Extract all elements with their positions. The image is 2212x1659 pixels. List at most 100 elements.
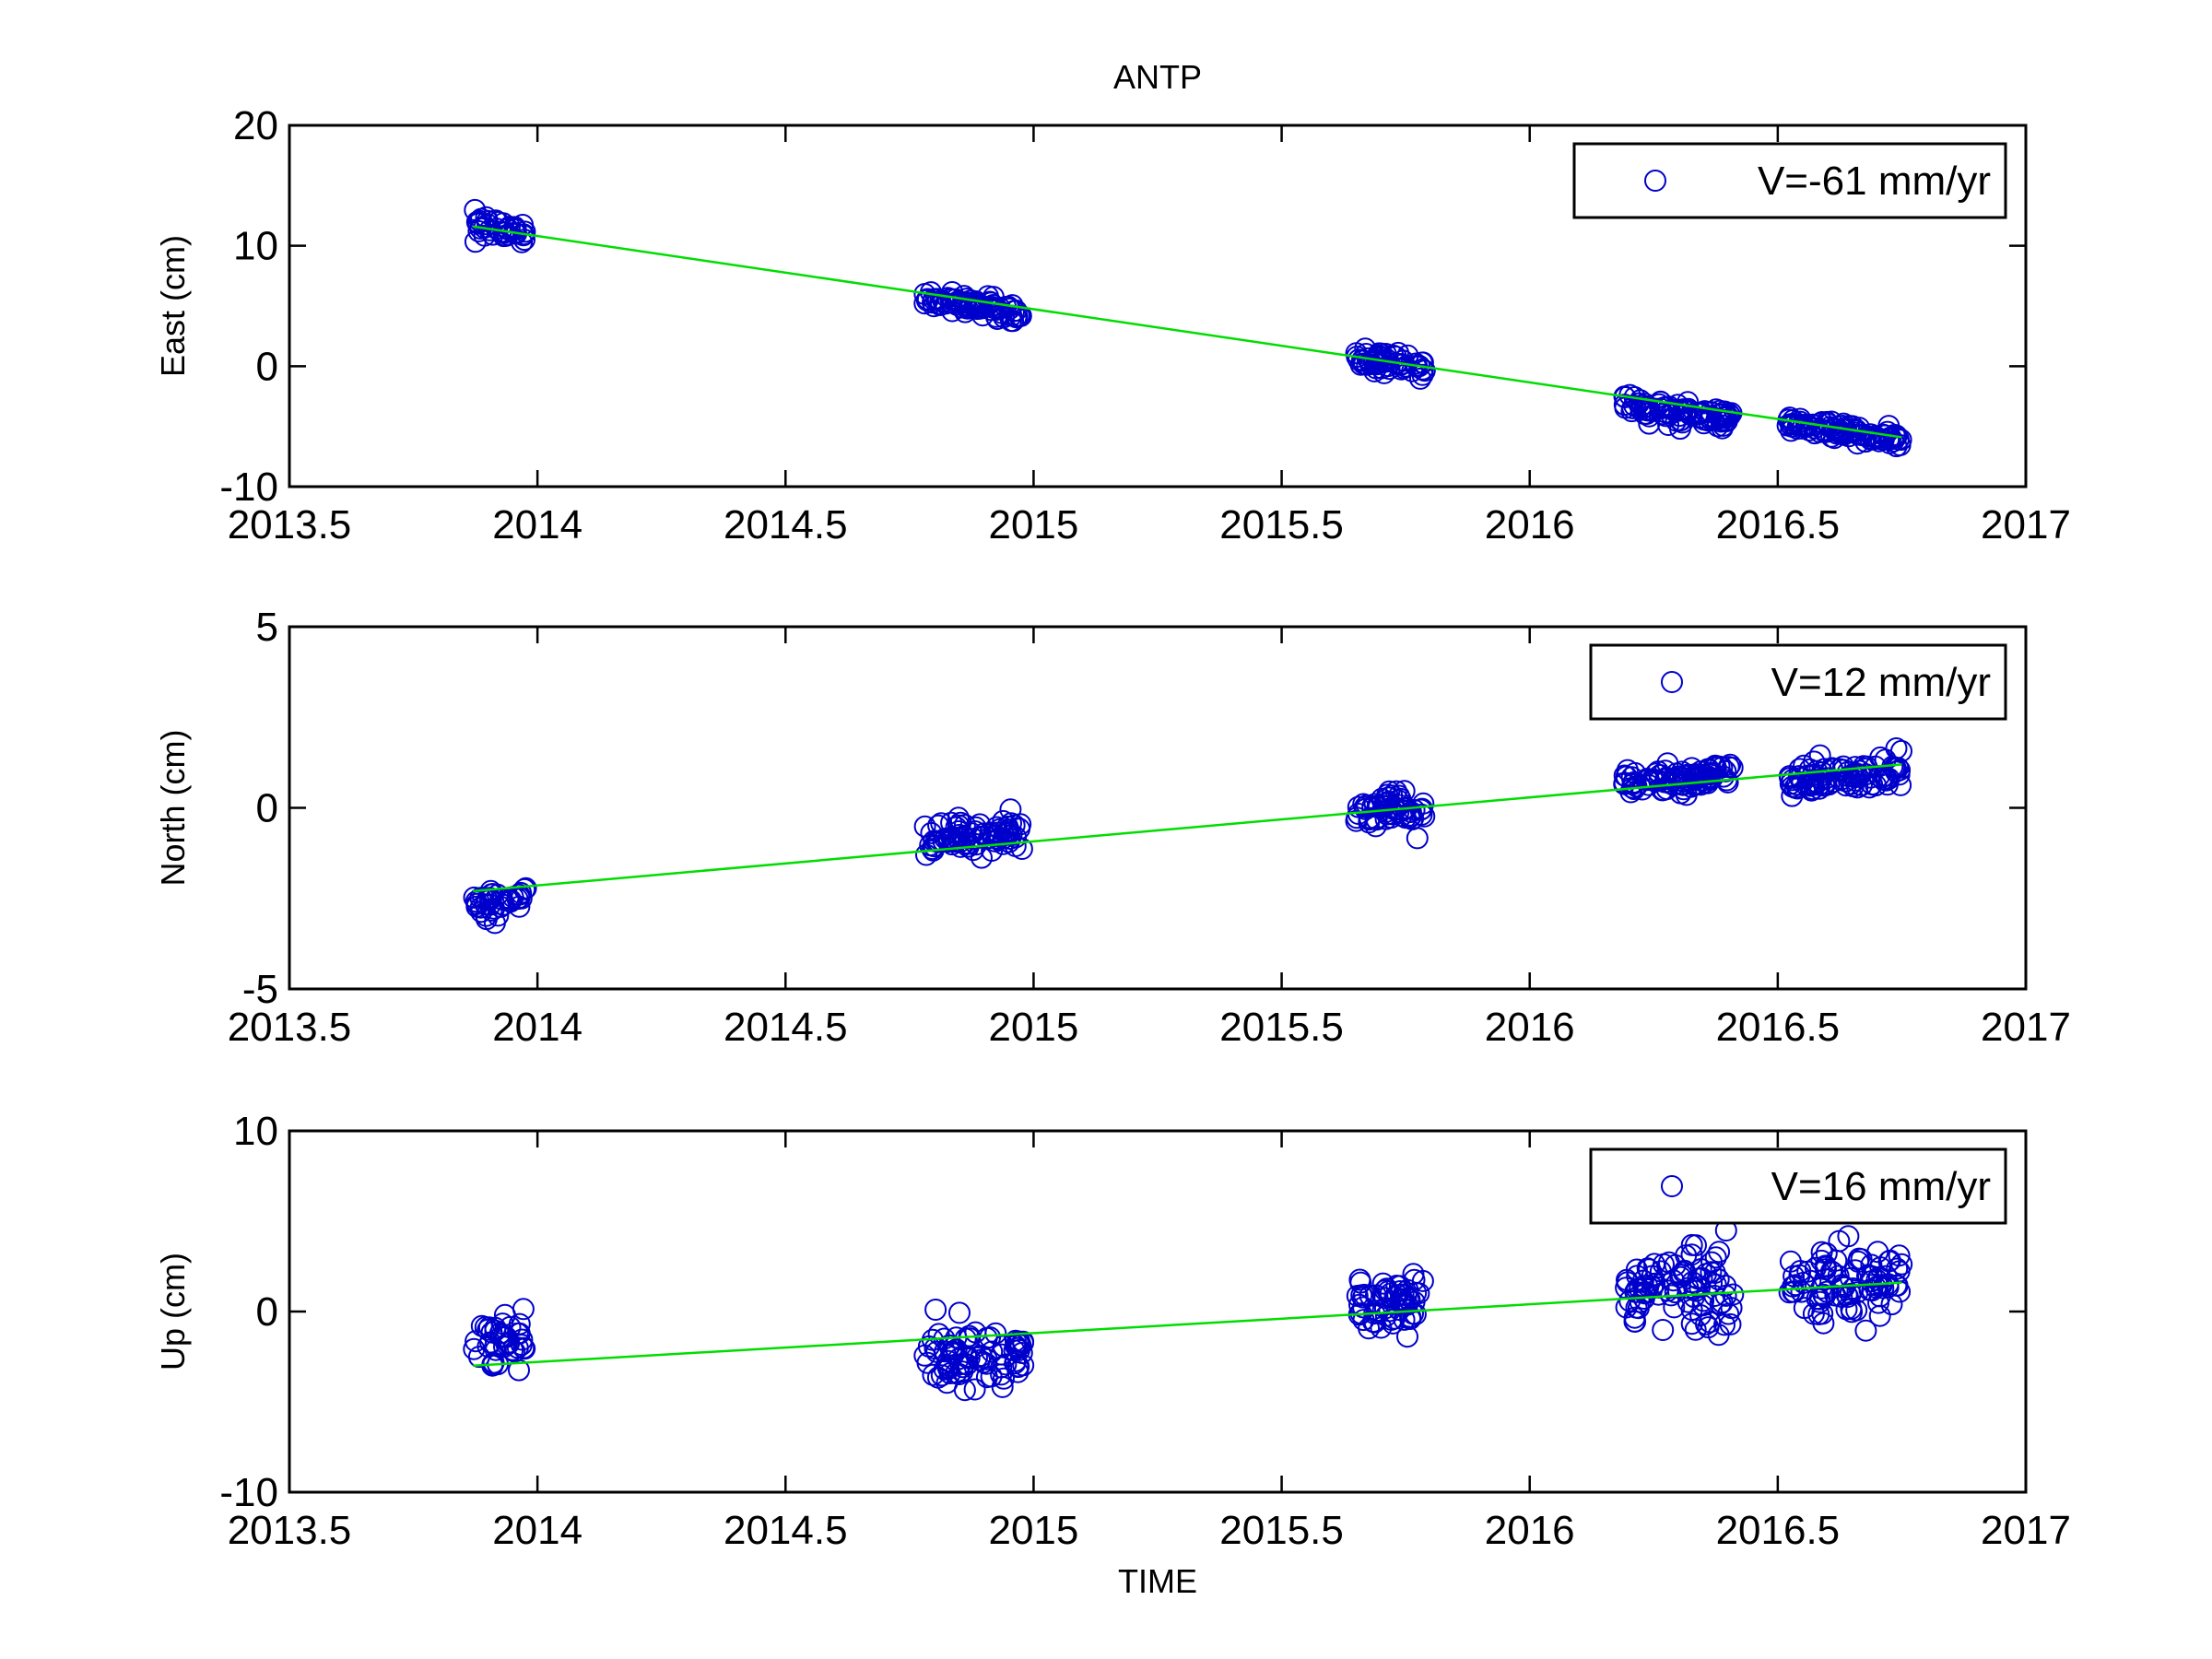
- data-point: [993, 1367, 1015, 1390]
- data-point: [498, 1331, 521, 1354]
- legend-label: V=16 mm/yr: [1771, 1164, 1991, 1209]
- data-point: [1009, 304, 1032, 327]
- data-point: [980, 1365, 1003, 1388]
- data-point: [1693, 400, 1716, 423]
- data-point: [1000, 824, 1023, 847]
- y-tick-label: -5: [242, 967, 278, 1012]
- data-point: [1004, 1329, 1027, 1352]
- data-point: [1889, 773, 1912, 796]
- data-point: [963, 820, 986, 842]
- data-point: [1382, 344, 1405, 367]
- data-point: [1408, 355, 1431, 378]
- data-point: [979, 1326, 1002, 1349]
- data-point: [934, 1340, 957, 1363]
- data-point: [948, 1301, 971, 1324]
- data-point: [1672, 1261, 1695, 1284]
- data-point: [971, 846, 993, 869]
- data-point: [1622, 771, 1645, 794]
- data-point: [988, 818, 1011, 841]
- data-point: [1793, 1297, 1816, 1320]
- data-point: [1877, 1250, 1900, 1273]
- data-point: [963, 1378, 986, 1401]
- data-point: [1844, 769, 1866, 792]
- data-point: [480, 1321, 503, 1344]
- fit-line-0: [472, 225, 1902, 439]
- data-point: [1372, 794, 1395, 818]
- data-point: [1704, 1246, 1727, 1269]
- data-point: [1669, 1265, 1692, 1288]
- data-point: [1722, 1283, 1745, 1306]
- panel-0: 2013.5 2014 2014.5 2015 2015.5 2016 2016.5 2017…: [154, 103, 2071, 547]
- data-point: [1825, 1249, 1848, 1272]
- x-tick-label: 2016.5: [1716, 1005, 1841, 1050]
- data-point: [1779, 1250, 1802, 1273]
- x-tick-label: 2017: [1981, 502, 2071, 547]
- x-tick-label: 2016: [1485, 1508, 1575, 1553]
- data-point: [984, 1322, 1007, 1345]
- data-point: [972, 822, 995, 845]
- data-point: [477, 1318, 500, 1341]
- data-point: [1858, 776, 1881, 799]
- data-point: [1403, 799, 1426, 821]
- panels: 2013.5 2014 2014.5 2015 2015.5 2016 2016.5 2017…: [154, 103, 2071, 1553]
- data-point: [1371, 1272, 1394, 1295]
- legend-marker: [1661, 1175, 1683, 1197]
- data-point: [1790, 1280, 1813, 1303]
- data-point: [1406, 827, 1429, 850]
- data-point: [1006, 1356, 1030, 1379]
- data-point: [1633, 403, 1656, 425]
- data-point: [503, 221, 526, 244]
- data-point: [1671, 411, 1694, 434]
- y-tick-label: 10: [233, 1109, 278, 1154]
- x-tick-label: 2015.5: [1219, 1005, 1344, 1050]
- x-tick-label: 2015: [988, 1508, 1078, 1553]
- x-tick-label: 2015.5: [1219, 1508, 1344, 1553]
- legend-0: V=-61 mm/yr: [1572, 142, 2007, 219]
- data-point: [1848, 423, 1871, 446]
- data-point: [1890, 1253, 1913, 1276]
- data-point: [944, 830, 967, 853]
- x-tick-label: 2015: [988, 502, 1078, 547]
- x-tick-label: 2014.5: [724, 502, 848, 547]
- data-point: [479, 1331, 502, 1354]
- data-point: [1867, 1291, 1889, 1314]
- data-point: [512, 1298, 535, 1321]
- x-tick-label: 2014.5: [724, 1005, 848, 1050]
- data-point: [1832, 755, 1854, 778]
- data-point: [947, 820, 971, 842]
- legend-1: V=12 mm/yr: [1589, 643, 2007, 721]
- data-point: [1855, 425, 1878, 448]
- data-point: [951, 1360, 974, 1383]
- data-point: [1374, 1304, 1397, 1327]
- data-point: [953, 1379, 976, 1402]
- y-tick-label: -10: [219, 1470, 278, 1515]
- data-point: [1409, 798, 1432, 821]
- data-point: [1613, 771, 1636, 794]
- data-point: [1616, 1271, 1639, 1294]
- data-points-2: [463, 1219, 1913, 1402]
- x-tick-label: 2014: [492, 1005, 582, 1050]
- data-point: [926, 830, 949, 853]
- x-tick-label: 2016: [1485, 502, 1575, 547]
- data-point: [1638, 405, 1661, 428]
- x-tick-label: 2015: [988, 1005, 1078, 1050]
- data-point: [1409, 367, 1431, 390]
- data-point: [1683, 1277, 1706, 1300]
- x-tick-label: 2014: [492, 1508, 582, 1553]
- x-axis-label: TIME: [1118, 1562, 1197, 1600]
- data-point: [1885, 760, 1908, 783]
- y-tick-label: 10: [233, 224, 278, 269]
- data-point: [1004, 1352, 1027, 1375]
- data-point: [1403, 1268, 1426, 1291]
- data-point: [465, 210, 488, 233]
- data-point: [986, 821, 1009, 844]
- data-point: [961, 839, 984, 862]
- data-point: [1352, 1296, 1374, 1319]
- data-point: [1683, 1286, 1705, 1309]
- data-point: [1638, 1258, 1661, 1281]
- data-point: [1349, 1271, 1372, 1294]
- y-axis-label-1: North (cm): [154, 730, 192, 887]
- legend-label: V=12 mm/yr: [1771, 660, 1991, 705]
- data-point: [1656, 1279, 1679, 1302]
- data-point: [1643, 1253, 1665, 1276]
